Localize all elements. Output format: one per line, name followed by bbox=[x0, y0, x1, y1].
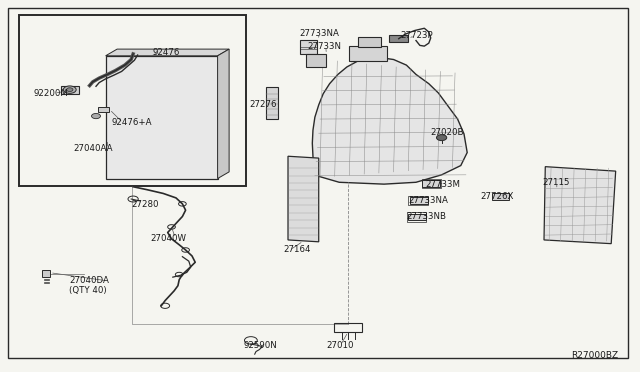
Bar bbox=[42, 270, 50, 277]
Bar bbox=[422, 179, 441, 188]
Text: 92590N: 92590N bbox=[243, 341, 277, 350]
Bar bbox=[349, 46, 387, 61]
Circle shape bbox=[67, 88, 73, 92]
Text: 27733NA: 27733NA bbox=[300, 29, 339, 38]
Text: 27726X: 27726X bbox=[480, 192, 513, 201]
Polygon shape bbox=[218, 49, 229, 179]
Text: 27733M: 27733M bbox=[426, 180, 461, 189]
Text: 27164: 27164 bbox=[284, 246, 311, 254]
Bar bbox=[358, 37, 381, 46]
Text: 27280: 27280 bbox=[131, 200, 159, 209]
Text: 27020B: 27020B bbox=[430, 128, 463, 137]
Bar bbox=[98, 107, 109, 112]
Text: 27733NB: 27733NB bbox=[406, 212, 447, 221]
Text: (QTY 40): (QTY 40) bbox=[69, 286, 107, 295]
Text: 92476+A: 92476+A bbox=[112, 118, 152, 127]
Bar bbox=[407, 212, 426, 222]
Text: R27000BZ: R27000BZ bbox=[571, 351, 618, 360]
Text: 27010: 27010 bbox=[326, 341, 354, 350]
Text: 27723P: 27723P bbox=[400, 31, 433, 40]
Text: 27040W: 27040W bbox=[150, 234, 186, 243]
Bar bbox=[306, 54, 326, 67]
Bar bbox=[266, 87, 278, 119]
Text: 27733N: 27733N bbox=[307, 42, 341, 51]
Circle shape bbox=[436, 135, 447, 141]
Text: 92476: 92476 bbox=[152, 48, 180, 57]
Text: 27040DA: 27040DA bbox=[69, 276, 109, 285]
Bar bbox=[408, 214, 426, 220]
Polygon shape bbox=[544, 167, 616, 244]
Circle shape bbox=[92, 113, 100, 119]
Text: 27733NA: 27733NA bbox=[408, 196, 448, 205]
Circle shape bbox=[63, 86, 76, 93]
Bar bbox=[300, 40, 317, 54]
Bar bbox=[334, 323, 362, 332]
Text: 27276: 27276 bbox=[250, 100, 277, 109]
Bar bbox=[422, 180, 440, 187]
Polygon shape bbox=[106, 49, 229, 56]
Bar bbox=[408, 196, 428, 205]
Bar bbox=[106, 56, 218, 179]
Bar bbox=[19, 15, 246, 186]
Bar bbox=[61, 86, 79, 94]
Text: 92200M: 92200M bbox=[34, 89, 68, 97]
Polygon shape bbox=[312, 58, 467, 184]
Bar bbox=[389, 35, 408, 42]
Text: 27115: 27115 bbox=[543, 178, 570, 187]
Polygon shape bbox=[288, 156, 319, 242]
Bar bbox=[410, 197, 428, 204]
Text: 27040AA: 27040AA bbox=[74, 144, 113, 153]
Bar bbox=[492, 193, 509, 200]
